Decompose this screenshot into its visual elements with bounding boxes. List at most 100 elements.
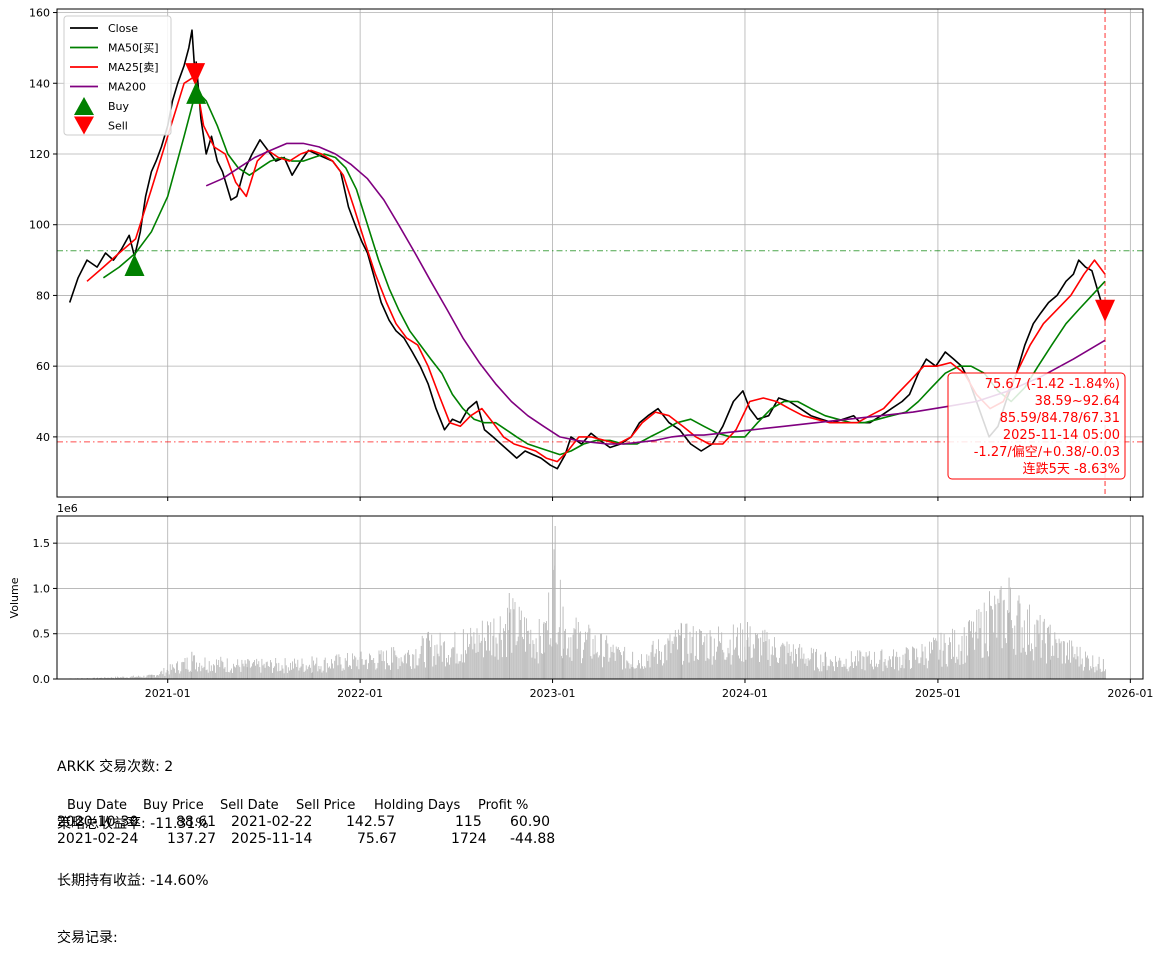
volume-bar bbox=[976, 610, 977, 679]
volume-bar bbox=[735, 648, 736, 679]
volume-bar bbox=[1091, 668, 1092, 679]
volume-bar bbox=[304, 672, 305, 679]
volume-bar bbox=[578, 622, 579, 679]
price-x-ticks bbox=[168, 497, 1131, 501]
volume-bar bbox=[906, 647, 907, 679]
volume-bar bbox=[690, 632, 691, 679]
volume-bar bbox=[455, 632, 456, 679]
volume-bar bbox=[470, 628, 471, 679]
volume-bar bbox=[770, 666, 771, 679]
volume-bar bbox=[808, 658, 809, 679]
volume-bar bbox=[319, 666, 320, 679]
info-line: 2025-11-14 05:00 bbox=[1003, 428, 1120, 443]
y-tick-label: 120 bbox=[29, 148, 50, 161]
volume-bar bbox=[1071, 641, 1072, 679]
legend-label: Buy bbox=[108, 100, 130, 113]
volume-bar bbox=[241, 672, 242, 679]
volume-bar bbox=[684, 638, 685, 679]
volume-bar bbox=[734, 650, 735, 679]
volume-bar bbox=[765, 630, 766, 679]
volume-bar bbox=[699, 629, 700, 679]
volume-bar bbox=[873, 669, 874, 679]
volume-bar bbox=[1026, 655, 1027, 679]
volume-bar bbox=[234, 667, 235, 680]
volume-bar bbox=[613, 645, 614, 679]
volume-bar bbox=[179, 674, 180, 680]
volume-bar bbox=[216, 659, 217, 679]
volume-bar bbox=[584, 642, 585, 679]
volume-bar bbox=[811, 648, 812, 679]
volume-bar bbox=[611, 647, 612, 679]
volume-bar bbox=[453, 647, 454, 679]
volume-bar bbox=[641, 654, 642, 679]
volume-bar bbox=[615, 661, 616, 679]
volume-bar bbox=[1036, 647, 1037, 679]
volume-bar bbox=[620, 652, 621, 679]
volume-bar bbox=[666, 660, 667, 679]
volume-bar bbox=[760, 638, 761, 680]
volume-bar bbox=[516, 645, 517, 679]
volume-bar bbox=[692, 637, 693, 679]
volume-bar bbox=[568, 637, 569, 679]
volume-bar bbox=[427, 633, 428, 680]
volume-bar bbox=[1066, 656, 1067, 680]
volume-bar bbox=[422, 636, 423, 679]
volume-bar bbox=[320, 669, 321, 679]
volume-bar bbox=[797, 667, 798, 679]
volume-bar bbox=[733, 625, 734, 680]
volume-bar bbox=[643, 669, 644, 679]
volume-bar bbox=[457, 654, 458, 679]
volume-bar bbox=[295, 664, 296, 679]
volume-bar bbox=[302, 659, 303, 680]
volume-bar bbox=[842, 667, 843, 679]
volume-bar bbox=[697, 659, 698, 679]
volume-bar bbox=[218, 660, 219, 679]
volume-bar bbox=[228, 672, 229, 679]
volume-bar bbox=[918, 663, 919, 679]
volume-bar bbox=[813, 649, 814, 679]
volume-bar bbox=[174, 669, 175, 679]
volume-bar bbox=[444, 641, 445, 679]
volume-bar bbox=[682, 665, 683, 679]
volume-bar bbox=[681, 623, 682, 679]
volume-bar bbox=[527, 631, 528, 679]
volume-bar bbox=[247, 659, 248, 679]
volume-bar bbox=[978, 639, 979, 680]
info-line: 38.59~92.64 bbox=[1035, 394, 1120, 409]
volume-bar bbox=[1084, 667, 1085, 679]
volume-bar bbox=[535, 659, 536, 680]
volume-bar bbox=[701, 631, 702, 679]
volume-bar bbox=[252, 663, 253, 679]
volume-bar bbox=[324, 660, 325, 679]
volume-bar bbox=[521, 611, 522, 679]
volume-bar bbox=[495, 657, 496, 679]
volume-bar bbox=[338, 665, 339, 679]
volume-bar bbox=[953, 657, 954, 679]
volume-bar bbox=[1043, 622, 1044, 679]
volume-bar bbox=[497, 644, 498, 679]
volume-bar bbox=[860, 652, 861, 679]
volume-bar bbox=[289, 671, 290, 679]
volume-bar bbox=[431, 635, 432, 679]
volume-bar bbox=[245, 660, 246, 679]
volume-bar bbox=[1023, 648, 1024, 679]
volume-bar bbox=[869, 651, 870, 679]
volume-bar bbox=[668, 638, 669, 679]
volume-bar bbox=[449, 665, 450, 679]
volume-bar bbox=[554, 549, 555, 679]
volume-bar bbox=[713, 656, 714, 679]
volume-bar bbox=[879, 660, 880, 679]
volume-bar bbox=[672, 641, 673, 679]
volume-bar bbox=[832, 662, 833, 679]
volume-bar bbox=[934, 640, 935, 679]
volume-bar bbox=[723, 652, 724, 679]
volume-bar bbox=[923, 652, 924, 680]
volume-bar bbox=[740, 623, 741, 679]
volume-bar bbox=[478, 652, 479, 679]
volume-bar bbox=[940, 650, 941, 679]
volume-bar bbox=[358, 660, 359, 679]
volume-bar bbox=[782, 643, 783, 679]
volume-bar bbox=[369, 654, 370, 679]
volume-bar bbox=[902, 665, 903, 679]
volume-bar bbox=[887, 668, 888, 679]
